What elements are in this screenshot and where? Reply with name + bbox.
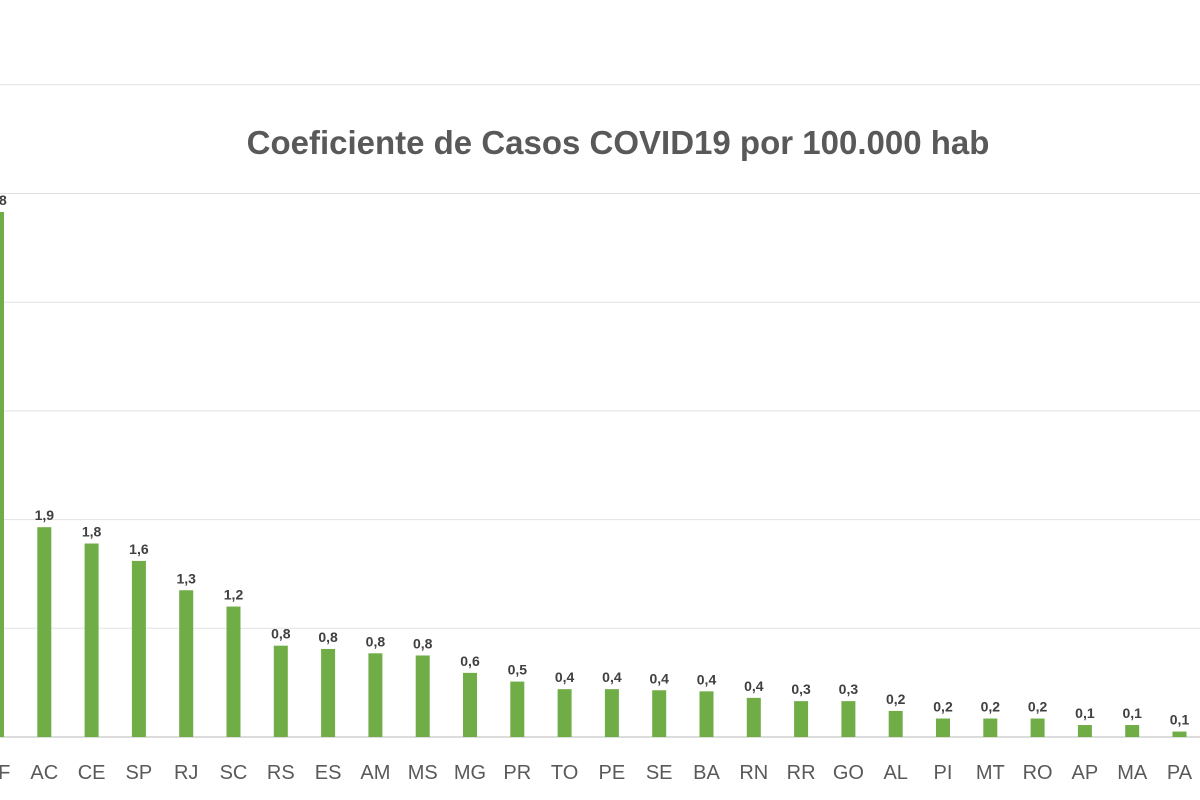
x-tick-label: RN (739, 762, 768, 784)
bar-se (652, 690, 667, 737)
x-tick-label: RR (787, 762, 816, 784)
data-label: 0,3 (791, 681, 811, 697)
data-label: 0,1 (1122, 705, 1142, 721)
x-tick-label: BA (693, 762, 720, 784)
bar-ro (1030, 718, 1045, 737)
x-tick-label: AC (30, 762, 58, 784)
bar-mg (463, 672, 477, 737)
bar-ma (1125, 725, 1140, 737)
bar-ms (415, 655, 430, 737)
data-label: 0,8 (271, 626, 291, 642)
x-tick-label: SE (646, 762, 673, 784)
x-tick-label: MG (454, 762, 486, 784)
data-label: 0,8 (413, 635, 433, 651)
x-tick-label: AL (883, 762, 907, 784)
chart-title: Coeficiente de Casos COVID19 por 100.000… (246, 124, 990, 161)
bar-pi (936, 718, 950, 737)
data-label: 0,1 (1170, 712, 1190, 728)
x-tick-label: MS (408, 762, 438, 784)
data-label: 0,5 (508, 662, 528, 678)
data-label: 0,2 (886, 691, 906, 707)
data-label: 0,2 (1028, 699, 1048, 715)
data-label: 0,2 (933, 699, 953, 715)
bar-rr (794, 701, 809, 737)
x-tick-label: RS (267, 762, 295, 784)
x-tick-label: MA (1117, 762, 1148, 784)
x-tick-label: CE (78, 762, 106, 784)
bar-mt (983, 718, 998, 737)
data-label: 1,2 (224, 587, 244, 603)
bar-rs (273, 645, 288, 737)
data-label: 1,9 (35, 507, 55, 523)
x-tick-label: SC (220, 762, 248, 784)
bar-rj (179, 590, 194, 737)
x-tick-label: RO (1023, 762, 1053, 784)
data-label: 0,1 (1075, 705, 1095, 721)
bar-ce (84, 543, 99, 737)
data-label: 0,8 (366, 633, 386, 649)
data-label: 1,6 (129, 541, 149, 557)
bar-to (557, 689, 572, 737)
x-tick-label: AP (1072, 762, 1099, 784)
bar-df (0, 211, 4, 737)
bar-ap (1077, 725, 1092, 737)
bar-sc (226, 606, 241, 737)
data-label: 0,8 (318, 629, 338, 645)
x-tick-label: ES (315, 762, 342, 784)
data-label: 0,3 (839, 681, 859, 697)
bar-rn (746, 697, 761, 737)
data-label: 0,4 (555, 669, 575, 685)
x-tick-label: GO (833, 762, 864, 784)
bar-pa (1172, 731, 1187, 737)
x-tick-label: PA (1167, 762, 1193, 784)
bar-go (841, 701, 856, 737)
bar-am (368, 653, 383, 737)
bar-ac (37, 527, 52, 737)
x-tick-label: RJ (174, 762, 198, 784)
bar-es (321, 648, 336, 737)
bar-al (888, 710, 903, 737)
x-tick-label: SP (126, 762, 153, 784)
x-tick-label: PR (503, 762, 531, 784)
data-label: 1,3 (176, 570, 196, 586)
x-tick-label: AM (360, 762, 390, 784)
data-label: 0,4 (744, 678, 764, 694)
data-label: 0,6 (460, 653, 480, 669)
data-label: 0,4 (602, 669, 622, 685)
bar-sp (131, 560, 146, 737)
x-tick-label: PE (599, 762, 626, 784)
x-tick-label: MT (976, 762, 1005, 784)
x-tick-label: DF (0, 762, 10, 784)
data-label: 1,8 (82, 524, 102, 540)
data-label: 4,8 (0, 192, 7, 208)
data-label: 0,2 (981, 699, 1001, 715)
bar-pr (510, 681, 525, 737)
x-tick-label: TO (551, 762, 578, 784)
bar-ba (699, 691, 714, 737)
x-tick-label: PI (934, 762, 953, 784)
data-label: 0,4 (697, 671, 717, 687)
bar-pe (604, 689, 619, 737)
data-label: 0,4 (649, 670, 669, 686)
